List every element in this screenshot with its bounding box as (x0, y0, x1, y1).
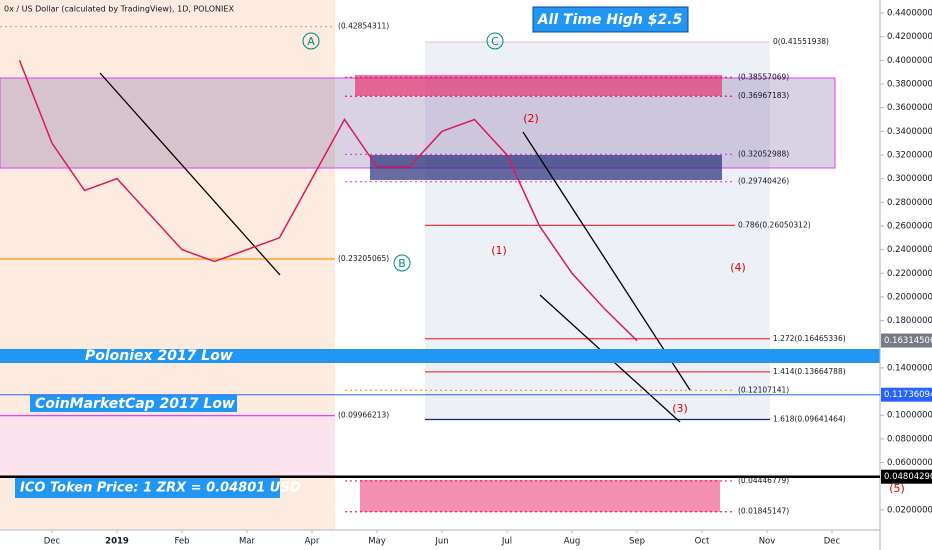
level-label: (0.01845147) (738, 507, 789, 516)
price-tag (881, 387, 932, 402)
x-tick-label: May (368, 537, 386, 547)
wave-circle (486, 32, 504, 50)
x-tick-label: Oct (695, 537, 710, 547)
level-label: 1.272(0.16465336) (773, 334, 846, 343)
level-label: (0.36967183) (738, 91, 789, 100)
level-label: (0.42854311) (338, 22, 389, 31)
zone (360, 480, 720, 512)
zone (355, 75, 722, 96)
price-line (18, 60, 638, 342)
x-tick-label: Apr (305, 537, 320, 547)
x-tick-label: Sep (629, 537, 645, 547)
level-label: (0.29740426) (738, 177, 789, 186)
level-label: 0(0.41551938) (773, 37, 829, 46)
label-box (30, 395, 237, 412)
wave-label: C (491, 35, 499, 48)
wave-label: (3) (672, 402, 688, 415)
price-tag-label: 0.11736094 (884, 390, 932, 400)
x-tick-label: Mar (239, 537, 256, 547)
price-tag (881, 333, 932, 348)
x-tick-label: 2019 (105, 537, 129, 547)
wave-label: (4) (730, 261, 746, 274)
level-label: 1.618(0.09641464) (773, 414, 846, 423)
x-tick-label: Feb (174, 537, 189, 547)
label-box (532, 6, 689, 33)
trend-line (522, 131, 691, 391)
x-tick-label: Jul (501, 537, 512, 547)
level-label: (0.23205065) (338, 254, 389, 263)
wave-label: (1) (491, 244, 507, 257)
annotation: All Time High $2.5 (537, 12, 683, 28)
annotation: Poloniex 2017 Low (85, 348, 233, 364)
level-label: (0.09966213) (338, 411, 389, 420)
wave-label: (5) (889, 482, 905, 495)
level-label: (0.12107141) (738, 385, 789, 394)
header: 0x / US Dollar (calculated by TradingVie… (4, 5, 234, 14)
label-box (15, 478, 280, 498)
price-tag-label: 0.16314506 (884, 336, 932, 346)
wave-label: A (307, 35, 315, 48)
wave-label: (2) (523, 112, 539, 125)
zone (0, 415, 335, 478)
wave-label: B (398, 257, 406, 270)
trend-line (99, 72, 281, 276)
price-tag-label: 0.04804290 (884, 472, 932, 482)
x-tick-label: Dec (824, 537, 841, 547)
wave-circle (302, 32, 320, 50)
wave-circle (393, 254, 411, 272)
x-tick-label: Dec (44, 537, 61, 547)
poloniex-band (0, 349, 880, 363)
level-label: (0.32052988) (738, 149, 789, 158)
x-tick-label: Jun (434, 537, 448, 547)
annotation: CoinMarketCap 2017 Low (35, 396, 235, 412)
level-label: 0.786(0.26050312) (738, 220, 811, 229)
level-label: (0.38557069) (738, 72, 789, 81)
annotation: ICO Token Price: 1 ZRX = 0.04801 USD (20, 481, 301, 496)
level-label: 1.414(0.13664788) (773, 367, 846, 376)
y-axis-bg (880, 0, 932, 550)
price-tag (881, 469, 932, 484)
level-label: (0.04446779) (738, 476, 789, 485)
x-tick-label: Nov (759, 537, 776, 547)
x-tick-label: Aug (564, 537, 581, 547)
